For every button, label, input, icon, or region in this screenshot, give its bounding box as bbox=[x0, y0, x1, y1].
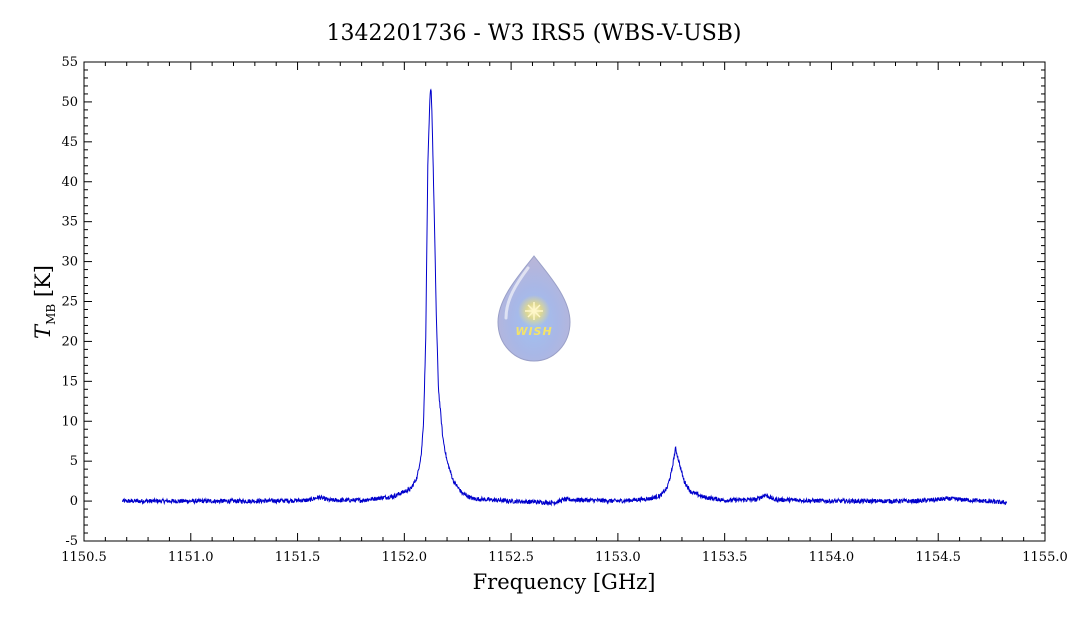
star-icon bbox=[525, 302, 543, 320]
y-tick-label: 55 bbox=[61, 55, 78, 70]
y-tick-label: 50 bbox=[61, 95, 78, 110]
y-tick-label: 40 bbox=[61, 175, 78, 190]
x-tick-label: 1153.5 bbox=[702, 550, 748, 565]
svg-text:TMB [K]: TMB [K] bbox=[31, 265, 58, 339]
chart-title: 1342201736 - W3 IRS5 (WBS-V-USB) bbox=[326, 21, 741, 46]
x-tick-label: 1151.5 bbox=[275, 550, 321, 565]
logo-label: WISH bbox=[515, 325, 552, 338]
spectrum-line bbox=[121, 88, 1008, 507]
y-tick-label: 5 bbox=[70, 454, 78, 469]
x-tick-label: 1152.5 bbox=[488, 550, 534, 565]
y-axis-title: TMB [K] bbox=[31, 265, 58, 339]
y-tick-label: -5 bbox=[65, 534, 78, 549]
x-tick-label: 1150.5 bbox=[61, 550, 107, 565]
x-tick-label: 1155.0 bbox=[1022, 550, 1068, 565]
x-tick-label: 1154.0 bbox=[809, 550, 855, 565]
wish-logo: WISH bbox=[497, 255, 571, 362]
x-axis-title: Frequency [GHz] bbox=[473, 570, 656, 594]
series-group bbox=[121, 88, 1008, 507]
y-tick-label: 30 bbox=[61, 255, 78, 270]
y-axis-title-subscript: MB bbox=[44, 304, 58, 325]
x-tick-label: 1152.0 bbox=[382, 550, 428, 565]
y-tick-label: 25 bbox=[61, 295, 78, 310]
x-tick-label: 1153.0 bbox=[595, 550, 641, 565]
x-tick-label: 1154.5 bbox=[915, 550, 961, 565]
y-tick-label: 35 bbox=[61, 215, 78, 230]
y-tick-label: 45 bbox=[61, 135, 78, 150]
y-tick-labels: -5 0 5 10 15 20 25 30 35 40 45 50 55 bbox=[61, 55, 78, 549]
axis-ticks bbox=[83, 61, 1046, 542]
y-tick-label: 15 bbox=[61, 374, 78, 389]
y-axis-title-unit: [K] bbox=[31, 265, 55, 297]
y-tick-label: 20 bbox=[61, 334, 78, 349]
y-axis-title-symbol: T bbox=[31, 323, 55, 339]
x-tick-label: 1151.0 bbox=[168, 550, 214, 565]
y-tick-label: 0 bbox=[70, 494, 78, 509]
x-tick-labels: 1150.5 1151.0 1151.5 1152.0 1152.5 1153.0 1153… bbox=[61, 550, 1068, 565]
y-tick-label: 10 bbox=[61, 414, 78, 429]
